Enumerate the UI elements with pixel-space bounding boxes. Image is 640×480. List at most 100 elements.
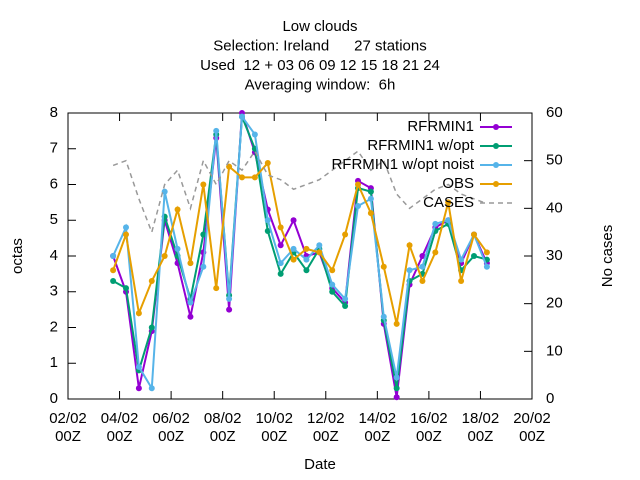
data-point bbox=[458, 278, 465, 285]
data-point bbox=[187, 313, 194, 320]
data-point bbox=[329, 267, 336, 274]
data-point bbox=[123, 231, 129, 238]
data-point bbox=[277, 270, 284, 277]
data-point bbox=[290, 217, 297, 224]
data-point bbox=[187, 299, 194, 306]
data-point bbox=[458, 256, 465, 263]
data-point bbox=[483, 263, 490, 270]
chart-title: Averaging window: 6h bbox=[245, 76, 396, 93]
data-point bbox=[445, 199, 452, 206]
data-point bbox=[110, 253, 117, 259]
data-point bbox=[406, 242, 413, 249]
chart-title: Low clouds bbox=[282, 18, 357, 35]
data-point bbox=[393, 320, 400, 327]
data-point bbox=[303, 245, 310, 252]
data-point bbox=[200, 231, 207, 238]
data-point bbox=[393, 374, 400, 381]
data-point bbox=[226, 306, 233, 313]
data-point bbox=[432, 249, 439, 256]
data-point bbox=[419, 263, 426, 270]
data-point bbox=[277, 260, 284, 267]
data-point bbox=[329, 281, 336, 288]
legend-marker bbox=[493, 124, 499, 130]
y-tick-label: 1 bbox=[50, 354, 58, 371]
data-point bbox=[483, 249, 490, 256]
data-point bbox=[329, 288, 336, 295]
data-point bbox=[174, 245, 181, 252]
data-point bbox=[471, 231, 477, 238]
x-tick-label: 14/02 00Z bbox=[359, 410, 397, 445]
data-point bbox=[200, 263, 207, 270]
data-point bbox=[239, 113, 245, 120]
data-point bbox=[342, 231, 349, 238]
series-line bbox=[112, 160, 488, 325]
y2-axis-label: No cases bbox=[599, 225, 616, 288]
data-point bbox=[380, 263, 387, 270]
y-tick-label: 6 bbox=[50, 175, 58, 192]
x-tick-label: 10/02 00Z bbox=[255, 410, 293, 445]
x-tick-label: 08/02 00Z bbox=[204, 410, 242, 445]
data-point bbox=[419, 253, 426, 259]
data-point bbox=[251, 131, 258, 138]
x-tick-label: 16/02 00Z bbox=[410, 410, 448, 445]
data-point bbox=[148, 385, 155, 392]
data-point bbox=[393, 385, 400, 392]
y2-tick-label: 0 bbox=[546, 390, 554, 407]
data-point bbox=[251, 174, 258, 181]
data-point bbox=[213, 127, 220, 134]
chart-title: Used 12 + 03 06 09 12 15 18 21 24 bbox=[200, 57, 440, 74]
data-point bbox=[135, 363, 142, 370]
data-point bbox=[264, 160, 271, 167]
data-point bbox=[367, 188, 374, 195]
data-point bbox=[161, 253, 168, 259]
legend-label: RFRMIN1 w/opt bbox=[367, 137, 475, 154]
data-point bbox=[355, 202, 361, 209]
data-point bbox=[110, 278, 117, 285]
data-point bbox=[148, 324, 155, 331]
data-point bbox=[303, 267, 310, 274]
data-point bbox=[135, 385, 142, 392]
data-point bbox=[303, 256, 310, 263]
data-point bbox=[161, 188, 168, 195]
y2-tick-label: 10 bbox=[546, 342, 563, 359]
data-point bbox=[406, 267, 413, 274]
y-tick-label: 5 bbox=[50, 211, 58, 228]
y2-tick-label: 30 bbox=[546, 247, 563, 264]
data-point bbox=[174, 206, 181, 213]
data-point bbox=[316, 249, 323, 256]
legend-label: RFRMIN1 w/opt noist bbox=[331, 156, 474, 173]
y-tick-label: 4 bbox=[50, 247, 58, 264]
y2-tick-label: 40 bbox=[546, 199, 563, 216]
y-tick-label: 0 bbox=[50, 390, 58, 407]
data-point bbox=[123, 224, 129, 231]
data-point bbox=[393, 394, 400, 401]
y-tick-label: 7 bbox=[50, 140, 58, 157]
x-tick-label: 04/02 00Z bbox=[101, 410, 139, 445]
data-point bbox=[226, 163, 233, 170]
data-point bbox=[367, 210, 374, 217]
data-point bbox=[213, 285, 220, 292]
y-axis-label: octas bbox=[9, 238, 26, 274]
data-point bbox=[239, 174, 245, 181]
data-point bbox=[264, 217, 271, 224]
data-point bbox=[355, 181, 361, 188]
data-point bbox=[110, 267, 117, 274]
legend-label: OBS bbox=[442, 175, 474, 192]
series-line bbox=[112, 149, 488, 235]
x-tick-label: 18/02 00Z bbox=[462, 410, 500, 445]
data-point bbox=[200, 181, 207, 188]
y2-tick-label: 20 bbox=[546, 295, 563, 312]
data-point bbox=[264, 227, 271, 234]
x-tick-label: 06/02 00Z bbox=[152, 410, 190, 445]
data-point bbox=[432, 220, 439, 227]
data-point bbox=[316, 242, 323, 249]
y-tick-label: 3 bbox=[50, 283, 58, 300]
data-point bbox=[277, 242, 284, 249]
data-point bbox=[187, 260, 194, 267]
data-point bbox=[148, 278, 155, 285]
data-point bbox=[419, 278, 426, 285]
y-tick-label: 2 bbox=[50, 318, 58, 335]
data-point bbox=[367, 195, 374, 202]
